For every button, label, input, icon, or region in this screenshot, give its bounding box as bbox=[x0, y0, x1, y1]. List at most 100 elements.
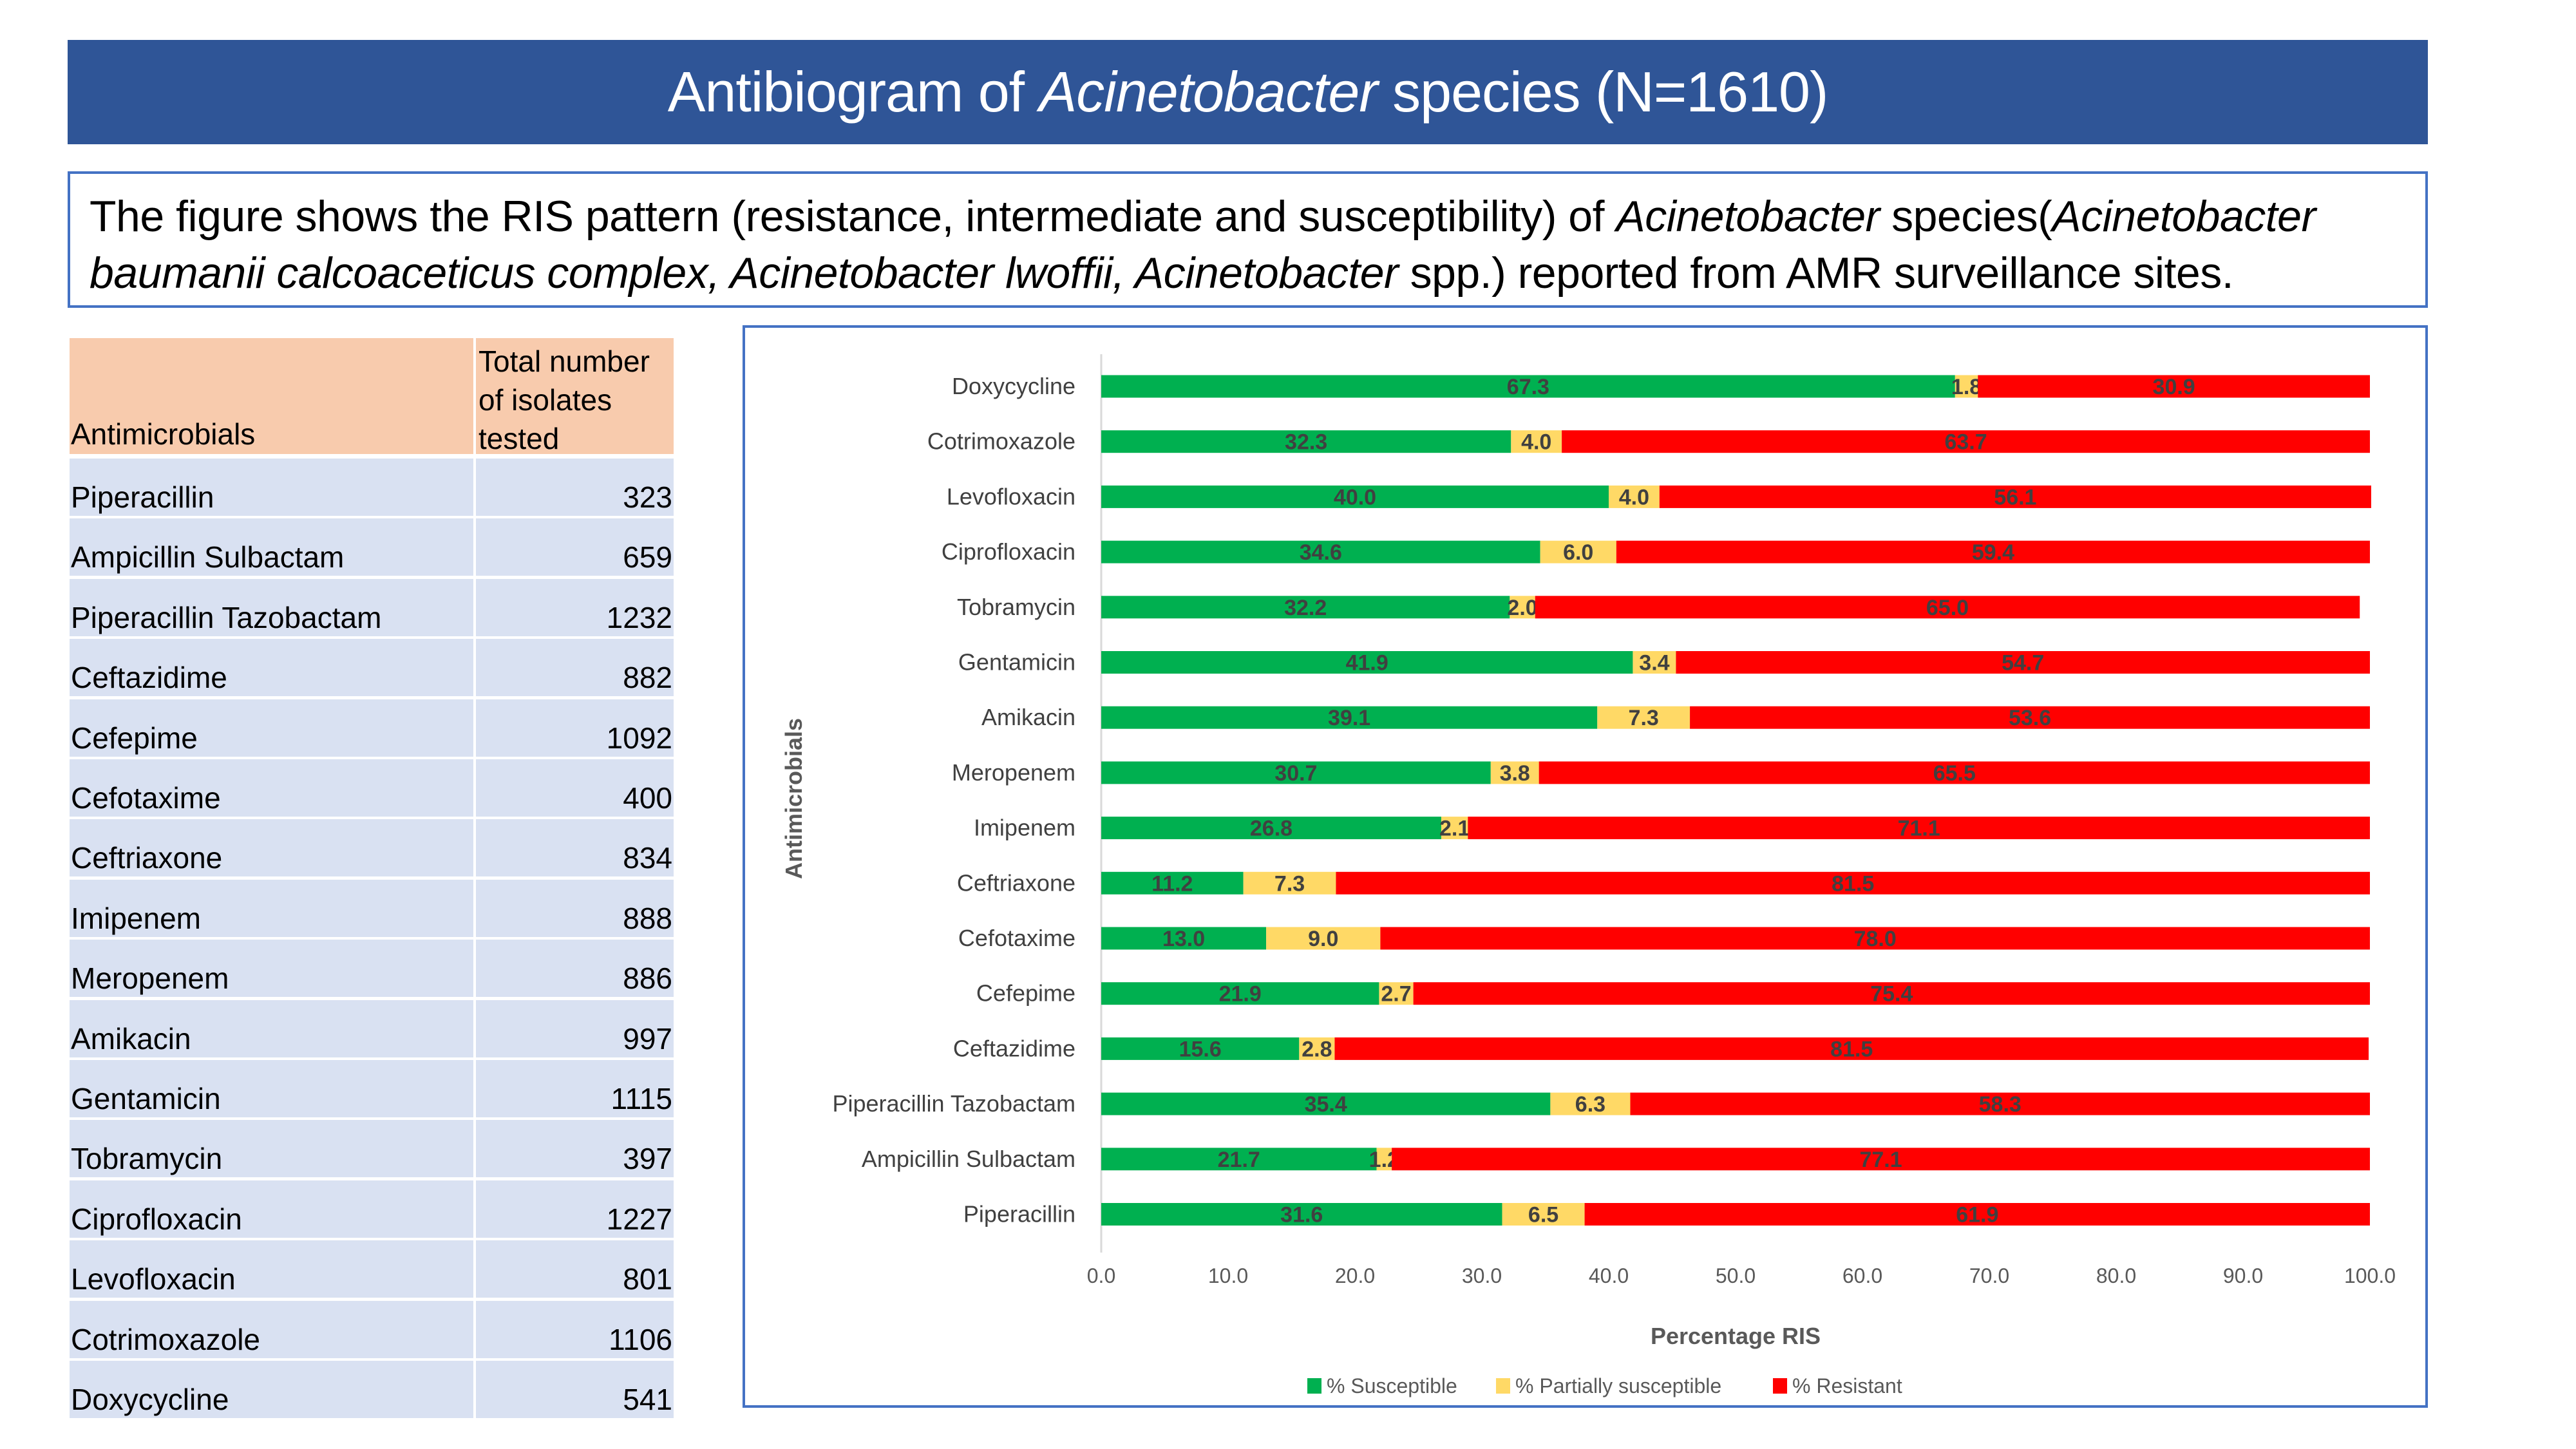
bar-segment-partial bbox=[1379, 982, 1414, 1005]
category-label: Cefepime bbox=[976, 980, 1075, 1007]
cell-antimicrobial: Imipenem bbox=[70, 879, 473, 937]
data-label: 77.1 bbox=[1859, 1148, 1902, 1172]
data-label: 7.3 bbox=[1629, 706, 1659, 730]
cell-antimicrobial: Piperacillin Tazobactam bbox=[70, 578, 473, 636]
data-label: 2.1 bbox=[1439, 817, 1470, 841]
isolate-count: 1092 bbox=[606, 721, 672, 755]
antimicrobial-name: Gentamicin bbox=[71, 1082, 221, 1115]
cell-count: 888 bbox=[476, 879, 674, 937]
title-text: Antibiogram of bbox=[667, 60, 1039, 124]
bar-segment-partial bbox=[1609, 485, 1660, 508]
x-tick-label: 40.0 bbox=[1589, 1264, 1629, 1287]
data-label: 65.0 bbox=[1926, 596, 1969, 620]
legend-label: % Susceptible bbox=[1327, 1374, 1457, 1397]
isolate-count: 834 bbox=[623, 841, 672, 875]
bar-segment-resistant bbox=[1468, 817, 2370, 840]
desc-italic: Acinetobacter baumanii calcoaceticus com… bbox=[90, 192, 2316, 298]
x-tick-label: 10.0 bbox=[1208, 1264, 1248, 1287]
x-tick-label: 100.0 bbox=[2344, 1264, 2396, 1287]
antimicrobial-name: Ciprofloxacin bbox=[71, 1202, 242, 1236]
table-row: Meropenem 886 bbox=[70, 940, 674, 998]
cell-antimicrobial: Doxycycline bbox=[70, 1361, 473, 1418]
cell-antimicrobial: Ceftazidime bbox=[70, 639, 473, 697]
x-tick-label: 0.0 bbox=[1087, 1264, 1115, 1287]
isolate-count: 801 bbox=[623, 1262, 672, 1296]
data-label: 39.1 bbox=[1328, 706, 1370, 730]
data-label: 21.9 bbox=[1219, 982, 1262, 1007]
data-label: 63.7 bbox=[1944, 430, 1987, 455]
bar-segment-susceptible bbox=[1101, 871, 1244, 895]
bar-segment-partial bbox=[1510, 596, 1535, 619]
data-label: 81.5 bbox=[1830, 1037, 1873, 1061]
bar-segment-resistant bbox=[1380, 927, 2370, 950]
bar-segment-resistant bbox=[1584, 1203, 2370, 1226]
isolate-count: 1115 bbox=[611, 1082, 672, 1115]
table-row: Piperacillin 323 bbox=[70, 459, 674, 516]
data-label: 78.0 bbox=[1854, 927, 1897, 951]
category-label: Amikacin bbox=[981, 704, 1075, 730]
table-row: Amikacin 997 bbox=[70, 999, 674, 1057]
isolate-count: 888 bbox=[623, 901, 672, 935]
cell-count: 397 bbox=[476, 1120, 674, 1178]
bar-segment-partial bbox=[1266, 927, 1381, 950]
header-cell-antimicrobials: Antimicrobials bbox=[70, 338, 473, 454]
data-label: 7.3 bbox=[1274, 871, 1305, 896]
cell-count: 1227 bbox=[476, 1180, 674, 1238]
data-label: 32.2 bbox=[1284, 596, 1327, 620]
bar-segment-resistant bbox=[1630, 1092, 2370, 1115]
legend-swatch-susceptible bbox=[1307, 1378, 1321, 1394]
isolate-count: 886 bbox=[623, 961, 672, 996]
table-row: Cefotaxime 400 bbox=[70, 759, 674, 817]
bar-segment-susceptible bbox=[1101, 761, 1491, 784]
data-label: 26.8 bbox=[1250, 817, 1293, 841]
page-title: Antibiogram of Acinetobacter species (N=… bbox=[667, 59, 1829, 125]
category-label: Levofloxacin bbox=[947, 483, 1075, 509]
x-tick-label: 80.0 bbox=[2096, 1264, 2136, 1287]
data-label: 3.8 bbox=[1500, 761, 1530, 786]
cell-count: 886 bbox=[476, 940, 674, 998]
x-tick-label: 50.0 bbox=[1716, 1264, 1756, 1287]
data-label: 13.0 bbox=[1162, 927, 1205, 951]
category-label: Piperacillin Tazobactam bbox=[832, 1090, 1075, 1117]
data-label: 1.8 bbox=[1951, 375, 1982, 399]
data-label: 9.0 bbox=[1308, 927, 1338, 951]
category-label: Ceftazidime bbox=[953, 1035, 1075, 1061]
data-label: 58.3 bbox=[1979, 1092, 2022, 1117]
cell-antimicrobial: Meropenem bbox=[70, 940, 473, 998]
bar-segment-partial bbox=[1633, 651, 1676, 674]
category-label: Meropenem bbox=[952, 759, 1075, 786]
antimicrobial-name: Ampicillin Sulbactam bbox=[71, 540, 345, 574]
cell-antimicrobial: Ciprofloxacin bbox=[70, 1180, 473, 1238]
bar-segment-partial bbox=[1597, 706, 1690, 729]
antimicrobial-name: Levofloxacin bbox=[71, 1262, 236, 1296]
cell-antimicrobial: Cefepime bbox=[70, 699, 473, 757]
isolate-count: 397 bbox=[623, 1142, 672, 1176]
title-text-end: species (N=1610) bbox=[1377, 60, 1828, 124]
table-row: Gentamicin 1115 bbox=[70, 1060, 674, 1117]
data-label: 56.1 bbox=[1994, 485, 2036, 509]
antimicrobial-name: Imipenem bbox=[71, 901, 201, 935]
cell-count: 1232 bbox=[476, 578, 674, 636]
bar-segment-susceptible bbox=[1101, 982, 1379, 1005]
category-label: Imipenem bbox=[974, 815, 1075, 841]
category-label: Cefotaxime bbox=[958, 925, 1075, 951]
antimicrobial-name: Ceftriaxone bbox=[71, 841, 223, 875]
table-row: Ceftriaxone 834 bbox=[70, 819, 674, 877]
legend-swatch-partial bbox=[1496, 1378, 1510, 1394]
isolate-count: 1232 bbox=[606, 600, 672, 634]
bar-segment-resistant bbox=[1336, 871, 2370, 895]
bar-segment-susceptible bbox=[1101, 1203, 1502, 1226]
bar-segment-susceptible bbox=[1101, 927, 1267, 950]
data-label: 54.7 bbox=[2002, 651, 2044, 676]
category-label: Ciprofloxacin bbox=[942, 538, 1075, 565]
cell-antimicrobial: Ceftriaxone bbox=[70, 819, 473, 877]
data-label: 40.0 bbox=[1334, 485, 1376, 509]
header-cell-total: Total number of isolates tested bbox=[476, 338, 674, 455]
table-row: Cefepime 1092 bbox=[70, 699, 674, 757]
bar-segment-resistant bbox=[1539, 761, 2370, 784]
data-label: 3.4 bbox=[1639, 651, 1669, 676]
cell-count: 834 bbox=[476, 819, 674, 877]
category-label: Cotrimoxazole bbox=[927, 428, 1075, 455]
data-label: 6.3 bbox=[1575, 1092, 1605, 1117]
bar-segment-resistant bbox=[1676, 651, 2370, 674]
